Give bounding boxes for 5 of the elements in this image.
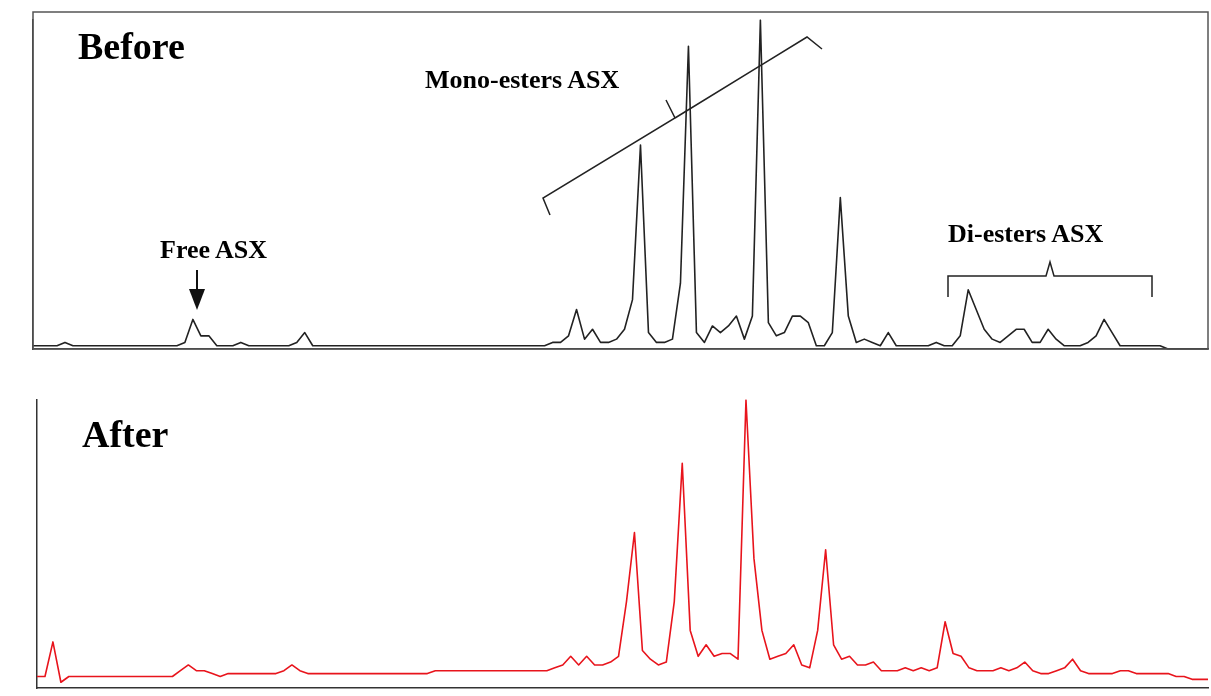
- annotation: Di-esters ASX: [948, 219, 1104, 249]
- annotation: Mono-esters ASX: [425, 65, 620, 95]
- annotation: Free ASX: [160, 235, 268, 265]
- annotation: Before: [78, 25, 185, 68]
- annotation: After: [82, 413, 169, 456]
